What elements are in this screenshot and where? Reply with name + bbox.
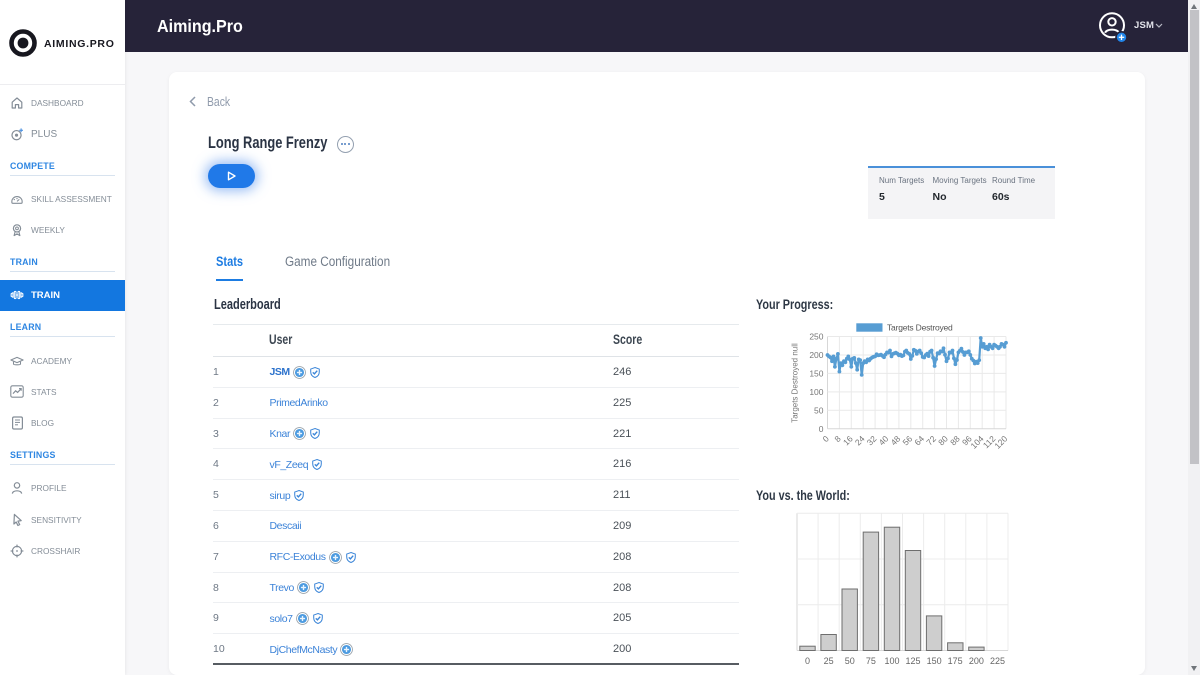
svg-text:200: 200 <box>969 656 984 666</box>
svg-text:0: 0 <box>805 656 810 666</box>
svg-text:200: 200 <box>809 350 823 360</box>
svg-text:0: 0 <box>819 424 824 434</box>
svg-text:150: 150 <box>927 656 942 666</box>
svg-text:50: 50 <box>814 405 824 415</box>
svg-text:175: 175 <box>948 656 963 666</box>
svg-text:Targets Destroyed: Targets Destroyed <box>887 323 953 333</box>
svg-text:100: 100 <box>884 656 899 666</box>
svg-text:75: 75 <box>866 656 876 666</box>
svg-text:8: 8 <box>832 433 843 444</box>
svg-text:225: 225 <box>990 656 1005 666</box>
svg-text:Targets Destroyed null: Targets Destroyed null <box>791 343 800 423</box>
svg-text:120: 120 <box>992 433 1009 450</box>
svg-text:0: 0 <box>820 433 831 444</box>
svg-text:125: 125 <box>905 656 920 666</box>
svg-text:25: 25 <box>824 656 834 666</box>
svg-text:100: 100 <box>809 387 823 397</box>
svg-text:250: 250 <box>809 332 823 342</box>
svg-text:150: 150 <box>809 368 823 378</box>
svg-text:50: 50 <box>845 656 855 666</box>
